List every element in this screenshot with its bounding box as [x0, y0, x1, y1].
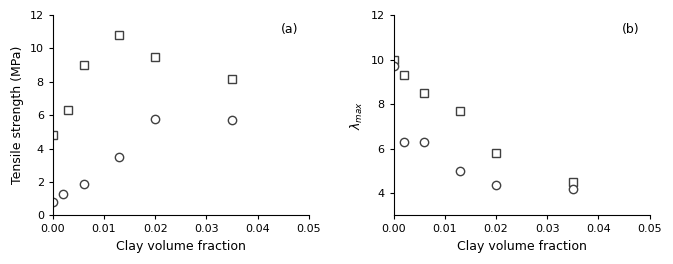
- X-axis label: Clay volume fraction: Clay volume fraction: [116, 240, 246, 253]
- X-axis label: Clay volume fraction: Clay volume fraction: [457, 240, 587, 253]
- Y-axis label: $\lambda_{max}$: $\lambda_{max}$: [349, 101, 365, 130]
- Y-axis label: Tensile strength (MPa): Tensile strength (MPa): [11, 46, 24, 184]
- Text: (a): (a): [281, 23, 299, 36]
- Text: (b): (b): [622, 23, 639, 36]
